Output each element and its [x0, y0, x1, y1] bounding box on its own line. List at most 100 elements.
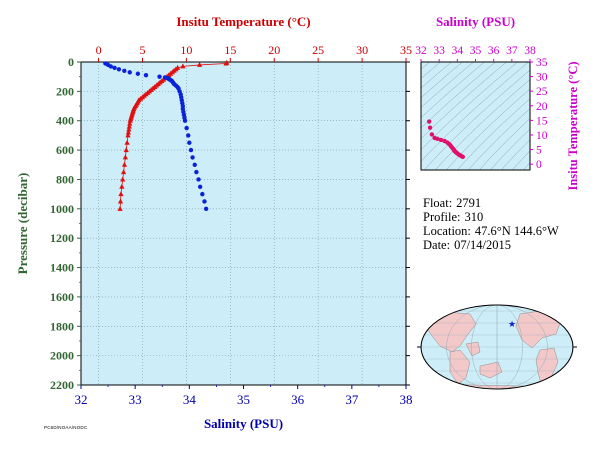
pressure-tick-label: 200	[56, 84, 74, 98]
ts-temperature-tick-label: 5	[536, 145, 542, 157]
salinity-point	[202, 199, 207, 204]
ts-isopycnal-line	[421, 62, 518, 151]
ts-isopycnal-line	[501, 139, 530, 170]
salinity-point	[192, 162, 197, 167]
salinity-point	[157, 74, 162, 79]
salinity-point	[122, 68, 127, 74]
temperature-point	[118, 191, 124, 197]
temperature-tick-label: 0	[96, 43, 102, 57]
temperature-point	[127, 117, 133, 123]
pressure-tick-label: 1000	[50, 202, 74, 216]
temperature-point	[122, 154, 128, 160]
ts-temperature-tick-label: 0	[536, 159, 542, 171]
ts-salinity-tick-label: 36	[488, 45, 500, 57]
pressure-axis-title: Pressure (decibar)	[15, 173, 30, 275]
ts-isopycnal-line	[457, 98, 530, 170]
salinity-point	[188, 147, 194, 153]
pressure-tick-label: 600	[56, 143, 74, 157]
ts-isopycnal-line	[446, 88, 530, 170]
salinity-point	[127, 70, 132, 75]
temperature-point	[126, 126, 132, 132]
ts-isopycnal-line	[512, 150, 530, 170]
pressure-tick-label: 0	[68, 55, 74, 69]
map-meridian	[496, 305, 498, 389]
temperature-point	[196, 61, 203, 67]
profile-row: Profile: 310	[423, 210, 559, 224]
ts-salinity-tick-label: 34	[452, 45, 464, 57]
pressure-tick-label: 1400	[50, 261, 74, 275]
ts-salinity-tick-label: 38	[524, 45, 536, 57]
footer-credit: PC6D/NOAA/NODC	[44, 425, 88, 430]
float-label: Float:	[423, 196, 453, 210]
salinity-point	[196, 177, 201, 182]
salinity-point	[200, 191, 205, 197]
ts-isopycnal-line	[421, 62, 529, 162]
float-row: Float: 2791	[423, 196, 559, 210]
ts-salinity-tick-label: 33	[433, 45, 445, 57]
salinity-point	[143, 73, 149, 78]
salinity-tick-label: 35	[237, 392, 250, 407]
salinity-axis-title: Salinity (PSU)	[204, 416, 283, 431]
ts-salinity-tick-label: 32	[415, 45, 427, 57]
ts-point	[427, 125, 433, 130]
temperature-point	[121, 169, 127, 175]
ts-point	[435, 136, 440, 141]
temperature-point	[223, 60, 229, 66]
temperature-tick-label: 30	[356, 43, 368, 57]
temperature-tick-label: 25	[312, 43, 324, 57]
ts-temperature-tick-label: 15	[536, 115, 548, 127]
temperature-point	[124, 139, 130, 145]
ts-salinity-title: Salinity (PSU)	[436, 14, 515, 29]
location-value: 47.6°N 144.6°W	[474, 224, 559, 238]
date-label: Date:	[423, 238, 451, 252]
temperature-tick-label: 20	[268, 43, 280, 57]
salinity-tick-label: 38	[400, 392, 413, 407]
salinity-point	[182, 118, 188, 123]
salinity-tick-label: 36	[291, 392, 305, 407]
salinity-point	[197, 184, 203, 189]
world-map-inset: ★	[417, 304, 577, 390]
temperature-point	[125, 132, 131, 138]
salinity-point	[186, 133, 191, 138]
float-position-marker: ★	[508, 319, 516, 329]
ts-temperature-tick-label: 20	[536, 101, 548, 113]
ts-temperature-tick-label: 35	[536, 57, 548, 69]
ts-salinity-tick-label: 35	[470, 45, 482, 57]
salinity-point	[187, 140, 192, 145]
date-row: Date: 07/14/2015	[423, 238, 559, 252]
temperature-point	[125, 129, 132, 135]
salinity-point	[116, 67, 122, 72]
ts-isopycnal-line	[490, 128, 530, 170]
temperature-tick-label: 35	[400, 43, 412, 57]
profile-label: Profile:	[423, 210, 461, 224]
ts-isopycnal-line	[523, 162, 530, 170]
salinity-point	[203, 206, 209, 212]
map-landmass	[465, 341, 481, 357]
float-info-panel: Float: 2791 Profile: 310 Location: 47.6°N 1…	[423, 196, 559, 252]
temperature-point	[123, 147, 129, 153]
map-meridian	[471, 305, 523, 389]
pressure-tick-label: 800	[56, 172, 74, 186]
ts-temperature-tick-label: 25	[536, 86, 548, 98]
location-row: Location: 47.6°N 144.6°W	[423, 224, 559, 238]
salinity-point	[194, 169, 199, 175]
salinity-point	[190, 155, 195, 160]
salinity-point	[135, 71, 141, 76]
ts-temperature-title: Insitu Temperature (°C)	[566, 61, 580, 190]
ts-temperature-tick-label: 10	[536, 130, 548, 142]
temperature-point	[120, 176, 126, 182]
ts-point	[426, 119, 432, 124]
ts-isopycnal-line	[468, 108, 530, 170]
map-landmass	[449, 349, 471, 385]
pressure-tick-label: 1800	[50, 319, 74, 333]
float-value: 2791	[456, 196, 482, 210]
temperature-point	[127, 120, 133, 126]
ts-point	[438, 137, 444, 143]
ts-point	[460, 154, 465, 160]
salinity-point	[108, 64, 113, 69]
pressure-tick-label: 1200	[50, 231, 74, 245]
temperature-point	[117, 205, 123, 211]
salinity-tick-label: 37	[345, 392, 359, 407]
